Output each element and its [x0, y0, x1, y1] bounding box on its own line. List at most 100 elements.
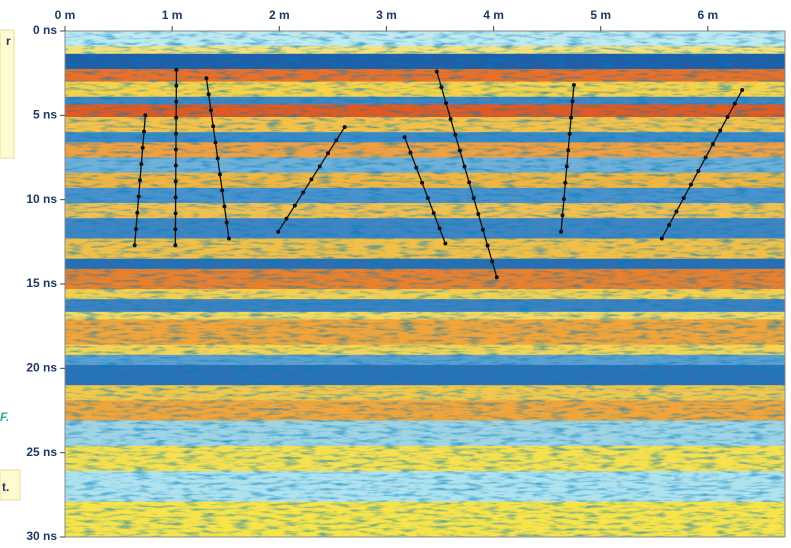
pick-dot — [571, 82, 576, 87]
side-panel — [0, 469, 21, 501]
pick-dot — [174, 99, 179, 104]
pick-dot — [173, 195, 178, 200]
pick-dot — [173, 147, 178, 152]
pick-dot — [326, 151, 331, 156]
reflector-pick — [404, 137, 446, 244]
pick-dot — [462, 164, 467, 169]
y-tick-label: 30 ns — [26, 529, 57, 543]
pick-dot — [453, 132, 458, 137]
pick-dot — [136, 194, 141, 199]
plot-area — [65, 31, 785, 537]
pick-dot — [569, 115, 574, 120]
y-tick-label: 5 ns — [33, 108, 57, 122]
pick-dot — [561, 197, 566, 202]
pick-dot — [174, 115, 179, 120]
y-tick-label: 20 ns — [26, 361, 57, 375]
pick-dot — [140, 145, 145, 150]
pick-dot — [143, 113, 148, 118]
y-tick-label: 0 ns — [33, 23, 57, 37]
pick-dot — [444, 101, 449, 106]
pick-dot — [566, 148, 571, 153]
pick-dot — [206, 92, 211, 97]
pick-dot — [563, 180, 568, 185]
pick-dot — [570, 99, 575, 104]
x-tick-label: 4 m — [483, 8, 504, 22]
pick-dot — [667, 222, 672, 227]
pick-dot — [567, 131, 572, 136]
pick-dot — [710, 142, 715, 147]
pick-dot — [420, 180, 425, 185]
y-tick-label: 10 ns — [26, 192, 57, 206]
pick-dot — [674, 209, 679, 214]
pick-dot — [494, 275, 499, 280]
x-tick-label: 5 m — [590, 8, 611, 22]
pick-dot — [434, 69, 439, 74]
pick-dot — [431, 211, 436, 216]
pick-dot — [342, 125, 347, 130]
pick-dot — [448, 116, 453, 121]
pick-dot — [174, 83, 179, 88]
pick-dot — [133, 226, 138, 231]
y-tick-label: 15 ns — [26, 276, 57, 290]
pick-dot — [213, 140, 218, 145]
pick-dot — [135, 210, 140, 215]
pick-dot — [414, 165, 419, 170]
pick-dot — [292, 203, 297, 208]
pick-dot — [173, 163, 178, 168]
pick-dot — [437, 226, 442, 231]
pick-dot — [138, 178, 142, 183]
pick-dot — [226, 236, 231, 241]
pick-dot — [208, 108, 213, 113]
pick-dot — [173, 211, 178, 216]
fragment: r — [6, 34, 11, 48]
pick-dot — [284, 216, 289, 221]
pick-dot — [173, 227, 178, 232]
pick-dot — [480, 227, 485, 232]
pick-dot — [476, 211, 481, 216]
pick-dot — [139, 162, 144, 167]
x-tick-label: 6 m — [698, 8, 719, 22]
reflector-pick — [436, 71, 498, 278]
pick-dot — [467, 180, 472, 185]
x-tick-label: 1 m — [162, 8, 183, 22]
pick-dot — [425, 195, 430, 200]
pick-dot — [725, 115, 730, 120]
y-tick-label: 25 ns — [26, 445, 57, 459]
pick-dot — [173, 179, 178, 184]
pick-dot — [560, 213, 565, 218]
pick-dot — [220, 188, 225, 193]
x-tick-label: 0 m — [55, 8, 76, 22]
pick-dot — [211, 124, 216, 129]
pick-dot — [490, 259, 495, 264]
x-tick-label: 2 m — [269, 8, 290, 22]
noise-texture — [65, 31, 785, 537]
pick-dot — [132, 243, 137, 248]
pick-dot — [174, 67, 179, 72]
pick-dot — [443, 241, 448, 246]
x-tick-label: 3 m — [376, 8, 397, 22]
pick-dot — [559, 229, 564, 234]
pick-dot — [215, 156, 220, 161]
pick-dot — [408, 150, 413, 155]
pick-dot — [439, 85, 444, 90]
side-panel — [0, 29, 15, 159]
pick-dot — [718, 128, 723, 133]
fragment: t. — [2, 480, 9, 494]
pick-dot — [696, 168, 701, 173]
pick-dot — [334, 138, 339, 143]
pick-dot — [659, 236, 664, 241]
pick-dot — [564, 164, 569, 169]
pick-dot — [142, 129, 147, 134]
reflector-pick — [174, 69, 178, 246]
pick-dot — [689, 182, 694, 187]
pick-dot — [173, 243, 178, 248]
pick-dot — [732, 101, 737, 106]
pick-dot — [317, 164, 322, 169]
pick-dot — [471, 196, 476, 201]
pick-dot — [204, 76, 209, 81]
pick-dot — [217, 172, 222, 177]
pick-dot — [224, 220, 229, 225]
pick-dot — [402, 135, 407, 140]
fragment: F. — [0, 410, 9, 424]
